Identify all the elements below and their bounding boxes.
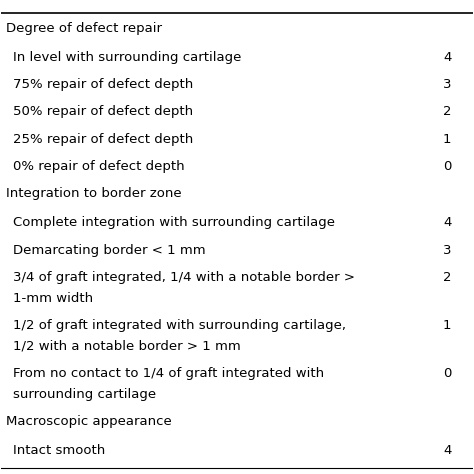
Text: 0% repair of defect depth: 0% repair of defect depth xyxy=(13,160,185,173)
Text: 3: 3 xyxy=(443,244,451,256)
Text: 3/4 of graft integrated, 1/4 with a notable border >: 3/4 of graft integrated, 1/4 with a nota… xyxy=(13,271,355,284)
Text: Complete integration with surrounding cartilage: Complete integration with surrounding ca… xyxy=(13,216,335,229)
Text: In level with surrounding cartilage: In level with surrounding cartilage xyxy=(13,51,242,64)
Text: 1/2 of graft integrated with surrounding cartilage,: 1/2 of graft integrated with surrounding… xyxy=(13,319,346,332)
Text: 50% repair of defect depth: 50% repair of defect depth xyxy=(13,105,193,118)
Text: Macroscopic appearance: Macroscopic appearance xyxy=(6,415,172,428)
Text: 4: 4 xyxy=(443,445,451,457)
Text: 1: 1 xyxy=(443,133,451,146)
Text: 75% repair of defect depth: 75% repair of defect depth xyxy=(13,78,193,91)
Text: Intact smooth: Intact smooth xyxy=(13,445,105,457)
Text: Degree of defect repair: Degree of defect repair xyxy=(6,22,162,35)
Text: 2: 2 xyxy=(443,105,451,118)
Text: Integration to border zone: Integration to border zone xyxy=(6,187,182,200)
Text: 0: 0 xyxy=(443,160,451,173)
Text: 4: 4 xyxy=(443,51,451,64)
Text: 2: 2 xyxy=(443,271,451,284)
Text: surrounding cartilage: surrounding cartilage xyxy=(13,388,156,401)
Text: 1: 1 xyxy=(443,319,451,332)
Text: 25% repair of defect depth: 25% repair of defect depth xyxy=(13,133,193,146)
Text: 4: 4 xyxy=(443,216,451,229)
Text: 3: 3 xyxy=(443,78,451,91)
Text: 1-mm width: 1-mm width xyxy=(13,292,93,305)
Text: 1/2 with a notable border > 1 mm: 1/2 with a notable border > 1 mm xyxy=(13,340,241,353)
Text: From no contact to 1/4 of graft integrated with: From no contact to 1/4 of graft integrat… xyxy=(13,367,324,380)
Text: Demarcating border < 1 mm: Demarcating border < 1 mm xyxy=(13,244,206,256)
Text: 0: 0 xyxy=(443,367,451,380)
